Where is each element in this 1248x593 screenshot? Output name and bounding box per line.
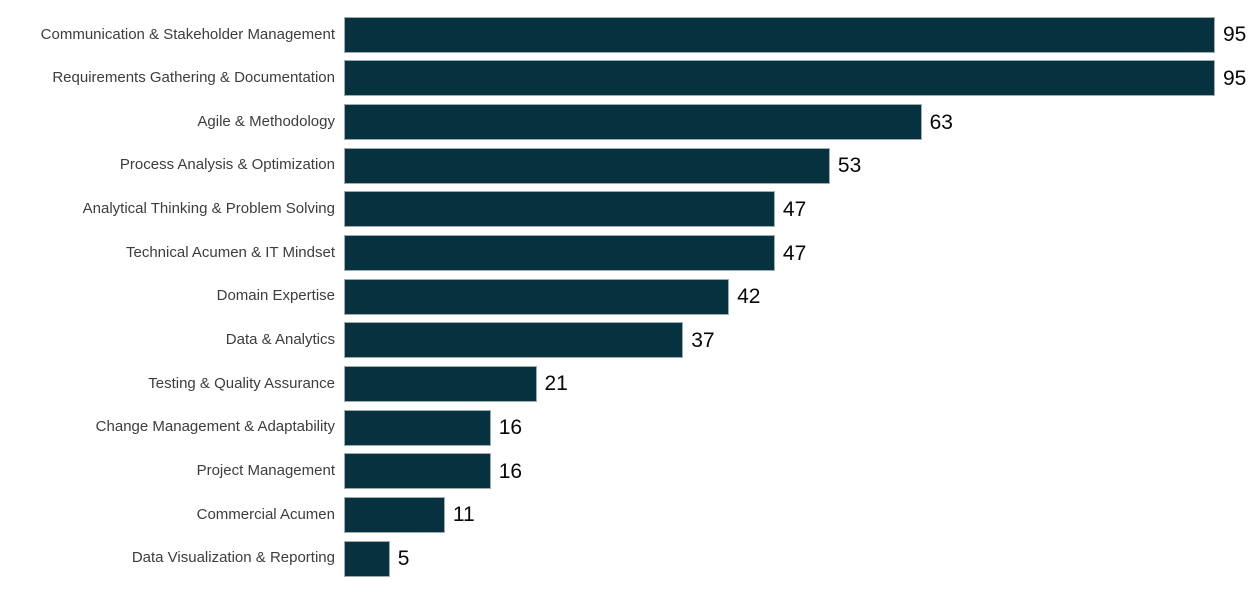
chart-row: Communication & Stakeholder Management 9… [0,13,1248,57]
value-label: 16 [498,416,523,440]
bar[interactable] [344,540,390,577]
bar[interactable] [344,322,684,359]
chart-row: Requirements Gathering & Documentation 9… [0,57,1248,101]
category-label: Technical Acumen & IT Mindset [126,243,335,261]
category-label: Process Analysis & Optimization [119,156,335,174]
chart-row: Data Visualization & Reporting 5 [0,537,1248,581]
bar-track: 63 [344,100,1248,144]
bar[interactable] [344,496,445,533]
value-label: 95 [1223,66,1247,90]
value-label: 5 [397,547,410,570]
chart-row: Technical Acumen & IT Mindset 47 [0,231,1248,275]
value-label: 53 [837,154,862,178]
value-label: 47 [782,241,807,265]
bar[interactable] [344,409,491,446]
value-label: 16 [498,459,523,483]
value-label: 11 [452,503,475,527]
category-label: Agile & Methodology [197,112,335,130]
chart-row: Commercial Acumen 11 [0,493,1248,537]
bar-track: 47 [344,231,1248,275]
bar[interactable] [344,191,775,228]
chart-row: Project Management 16 [0,449,1248,493]
chart-row: Change Management & Adaptability 16 [0,406,1248,450]
value-label: 47 [782,197,807,221]
bar[interactable] [344,235,775,272]
bar[interactable] [344,278,730,315]
category-label: Communication & Stakeholder Management [40,25,335,43]
chart-row: Agile & Methodology 63 [0,100,1248,144]
value-label: 42 [737,285,761,309]
bar[interactable] [344,147,830,184]
bar-track: 5 [344,537,1248,581]
bar-track: 95 [344,13,1248,57]
bar-track: 21 [344,362,1248,406]
bar[interactable] [344,365,537,402]
bar-track: 11 [344,493,1248,537]
value-label: 21 [544,372,568,396]
bar[interactable] [344,16,1215,53]
bar-track: 95 [344,57,1248,101]
category-label: Data & Analytics [225,331,335,349]
chart-row: Data & Analytics 37 [0,318,1248,362]
bar-track: 16 [344,406,1248,450]
bar[interactable] [344,104,922,141]
chart-row: Process Analysis & Optimization 53 [0,144,1248,188]
value-label: 37 [691,328,715,352]
chart-row: Domain Expertise 42 [0,275,1248,319]
category-label: Data Visualization & Reporting [131,549,335,567]
bar-track: 53 [344,144,1248,188]
bar-track: 47 [344,188,1248,232]
bar-track: 42 [344,275,1248,319]
category-label: Domain Expertise [216,287,335,305]
value-label: 63 [929,110,953,134]
bar[interactable] [344,453,491,490]
chart-row: Analytical Thinking & Problem Solving 47 [0,188,1248,232]
category-label: Project Management [196,461,335,479]
value-label: 95 [1223,23,1247,47]
bar[interactable] [344,60,1215,97]
category-label: Change Management & Adaptability [95,418,335,436]
category-label: Commercial Acumen [196,505,335,523]
category-label: Requirements Gathering & Documentation [52,69,335,87]
category-label: Analytical Thinking & Problem Solving [82,200,335,218]
bar-track: 16 [344,449,1248,493]
category-label: Testing & Quality Assurance [148,374,335,392]
bar-track: 37 [344,318,1248,362]
chart-row: Testing & Quality Assurance 21 [0,362,1248,406]
